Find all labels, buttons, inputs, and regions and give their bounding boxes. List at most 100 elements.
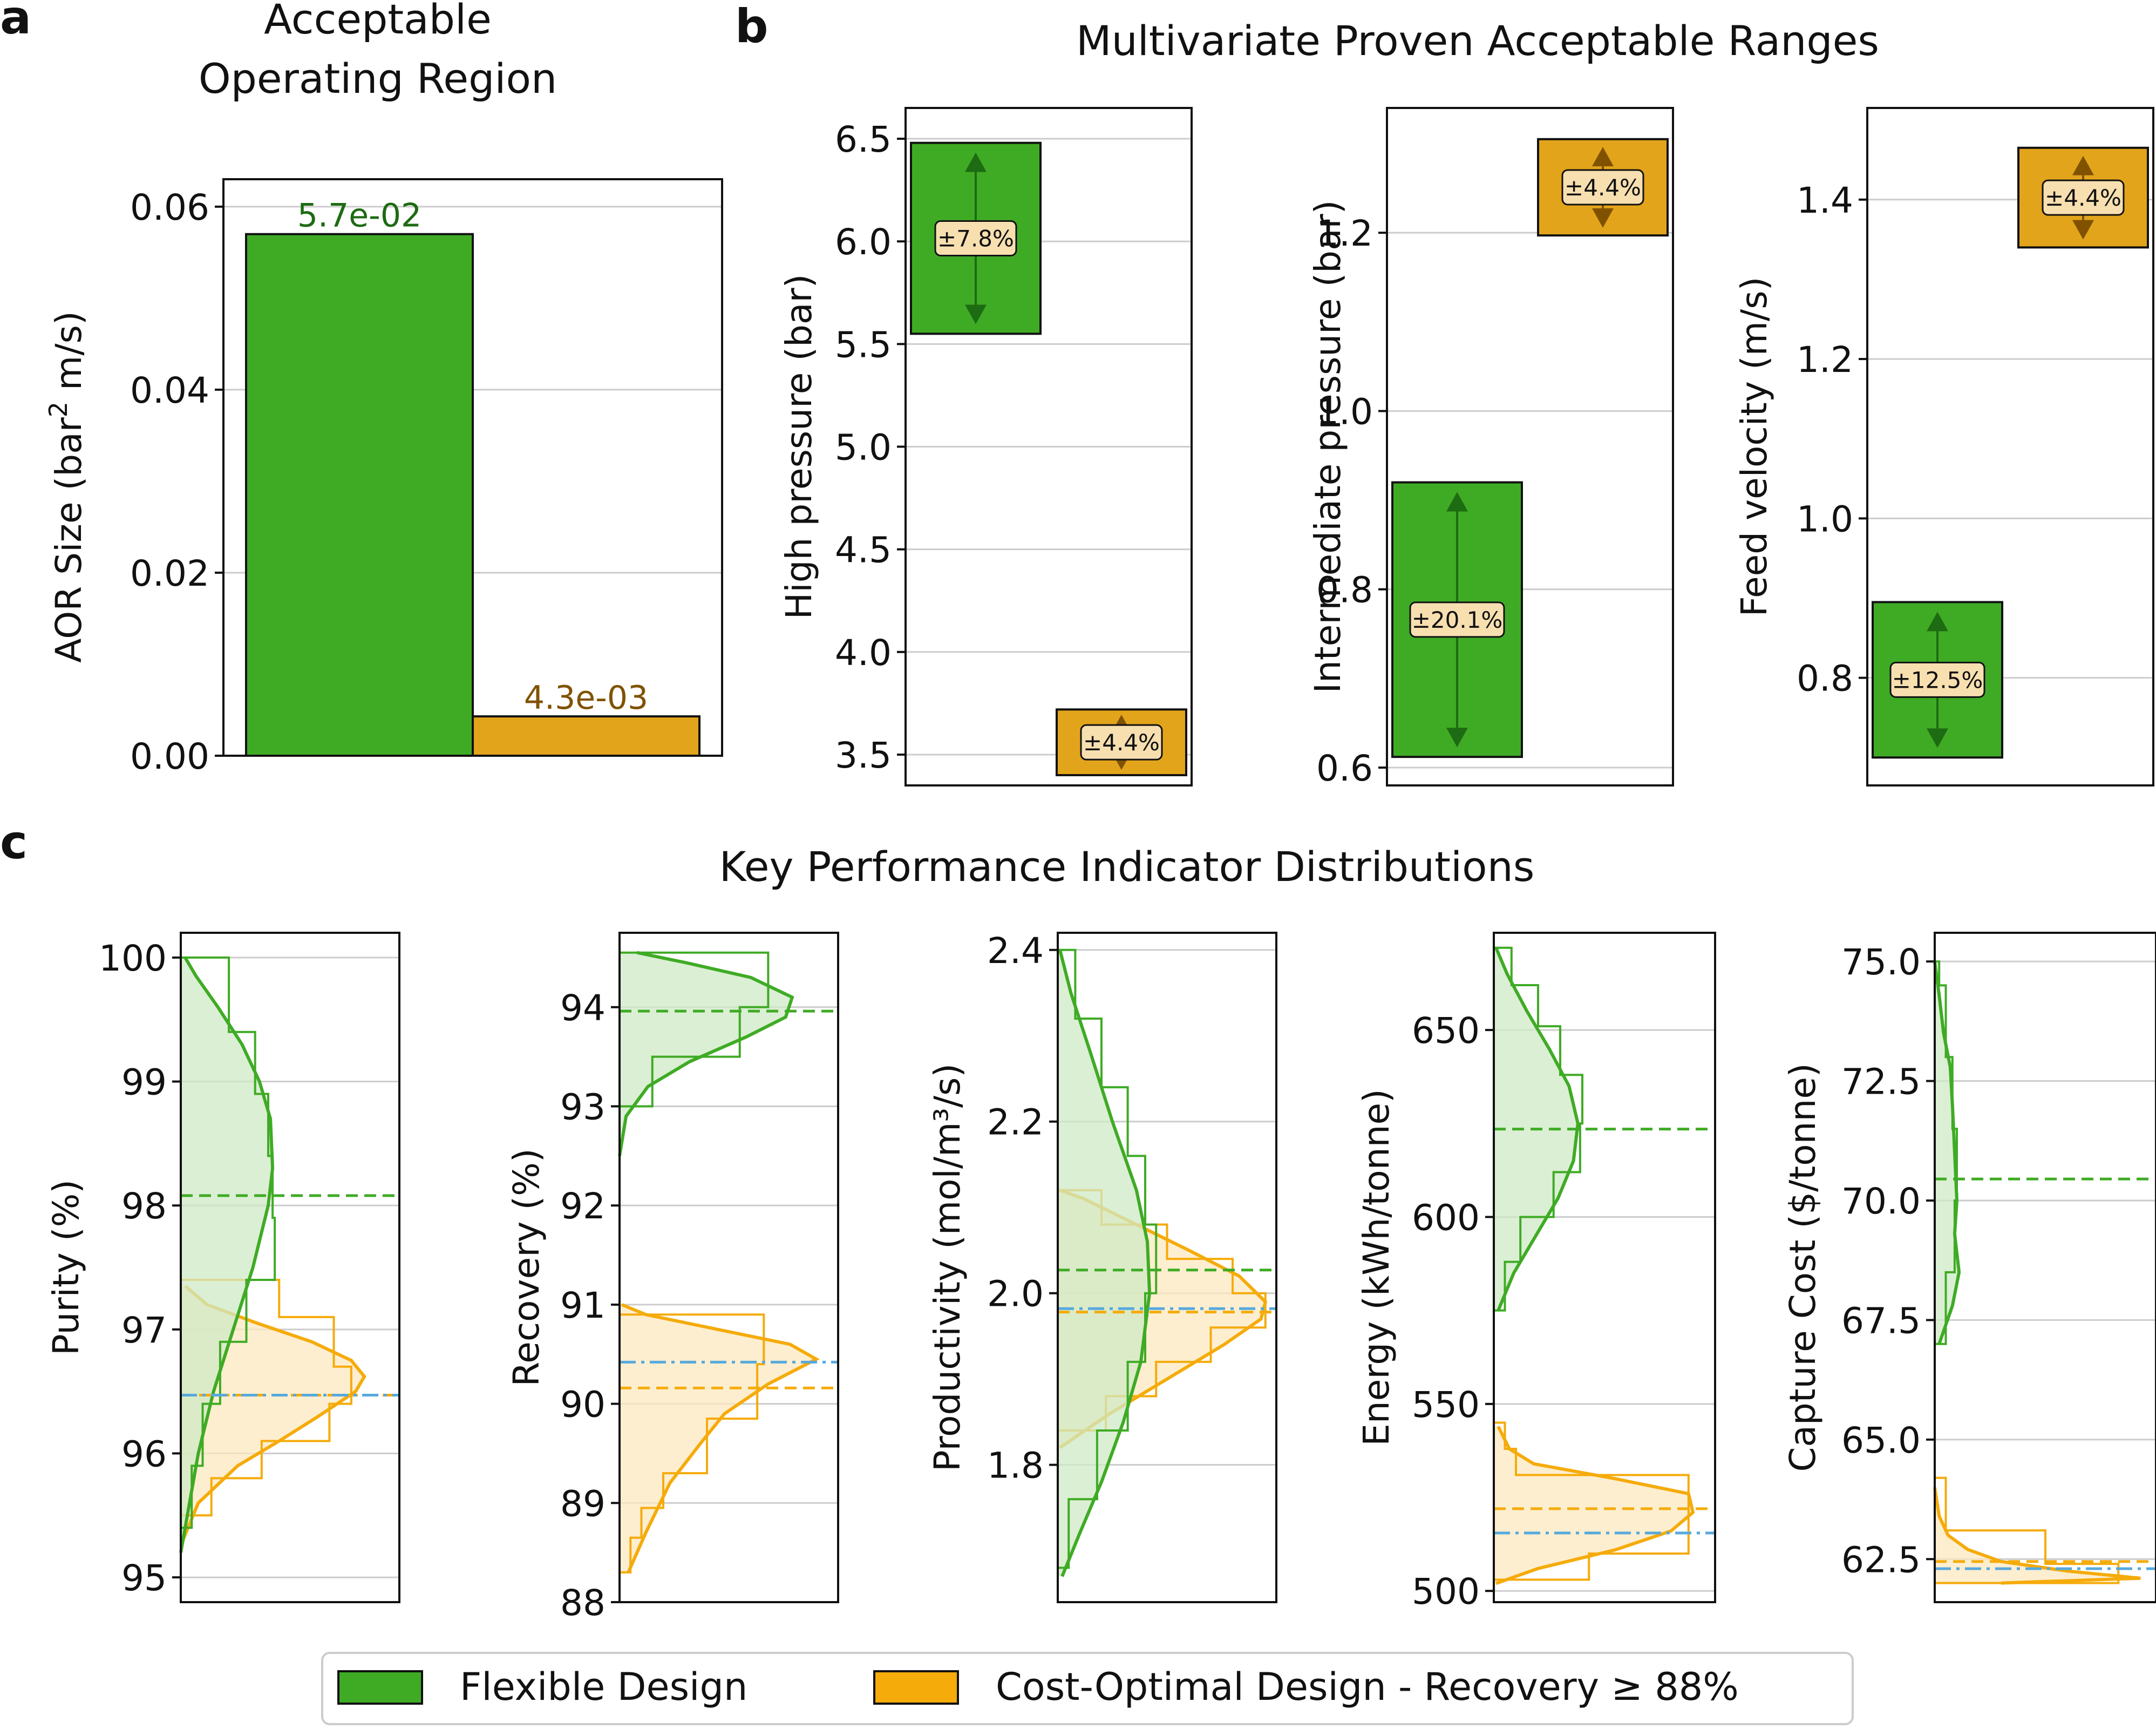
y-tick-label: 0.04 — [130, 370, 209, 411]
y-tick-label: 95 — [121, 1557, 167, 1599]
y-tick-label: 62.5 — [1841, 1539, 1921, 1581]
aor-ylabel: AOR Size (bar2 m/s) — [44, 311, 90, 662]
y-tick-label: 0.06 — [130, 187, 209, 228]
y-tick-label: 94 — [560, 987, 606, 1029]
y-tick-label: 5.5 — [835, 324, 892, 365]
cost-optimal-histogram — [1494, 1421, 1690, 1581]
y-tick-label: 6.0 — [835, 221, 892, 263]
cost-optimal-kde-fill — [620, 1304, 817, 1572]
cost-optimal-label-box — [1080, 724, 1163, 761]
legend-label-cost-optimal: Cost-Optimal Design - Recovery ≥ 88% — [996, 1665, 1739, 1709]
bar-label-cost-optimal: 4.3e-03 — [524, 679, 648, 717]
y-tick-label: 1.2 — [1797, 339, 1853, 381]
y-tick-label: 1.8 — [987, 1445, 1044, 1487]
panel-b-title: Multivariate Proven Acceptable Ranges — [1076, 17, 1879, 65]
legend-label-flexible: Flexible Design — [460, 1665, 747, 1709]
y-tick-label: 2.2 — [987, 1102, 1044, 1143]
y-axis-label: High pressure (bar) — [778, 274, 820, 620]
cost-optimal-kde-line — [1933, 1487, 2141, 1585]
y-tick-label: 5.0 — [835, 427, 892, 469]
kpi-productivity-chart: 1.8 2.0 2.2 2.4 Productivity (mol/m³/s) — [927, 930, 1277, 1603]
y-tick-label: 550 — [1412, 1384, 1480, 1426]
flexible-arrow-head-up — [1927, 612, 1948, 632]
cost-optimal-range-label: ±4.4% — [1565, 174, 1641, 201]
y-axis-label: Intermediate pressure (bar) — [1307, 200, 1349, 694]
y-tick-label: 4.0 — [835, 632, 892, 674]
flexible-label-box — [934, 220, 1017, 256]
y-tick-label: 0.00 — [130, 736, 209, 777]
y-tick-label: 99 — [121, 1062, 167, 1103]
flexible-arrow-head-up — [1446, 492, 1468, 512]
panel-label-b: b — [735, 0, 768, 53]
y-tick-label: 3.5 — [835, 735, 892, 776]
par-high-pressure-chart: 3.5 4.0 4.5 5.0 5.5 6.0 6.5 High pressure (bar)… — [778, 107, 1193, 786]
flexible-label-box — [1889, 661, 1985, 698]
legend-swatch-cost-optimal — [873, 1670, 959, 1705]
y-tick-label: 90 — [560, 1384, 606, 1426]
cost-optimal-label-box — [2042, 179, 2125, 216]
y-tick-label: 500 — [1412, 1571, 1480, 1612]
bar-cost-optimal — [472, 715, 700, 757]
y-tick-label: 0.02 — [130, 553, 209, 594]
flexible-histogram — [1494, 946, 1583, 1312]
legend-frame — [321, 1652, 1854, 1725]
y-axis-label: Capture Cost ($/tonne) — [1782, 1063, 1824, 1472]
y-tick-label: 92 — [560, 1185, 606, 1227]
kpi-energy-chart: 500 550 600 650 Energy (kWh/tonne) — [1356, 932, 1716, 1612]
axes-frame — [222, 178, 723, 757]
y-tick-label: 0.8 — [1797, 658, 1853, 700]
panel-label-c: c — [0, 816, 28, 870]
flexible-arrow-head-down — [1927, 728, 1948, 748]
y-tick-label: 72.5 — [1841, 1061, 1921, 1103]
axes-frame — [904, 107, 1193, 786]
y-tick-label: 1.0 — [1797, 498, 1853, 540]
y-tick-label: 2.4 — [987, 930, 1044, 972]
y-tick-label: 91 — [560, 1285, 606, 1326]
flexible-arrow-head-up — [965, 152, 987, 172]
y-tick-label: 89 — [560, 1483, 606, 1524]
y-tick-label: 0.6 — [1316, 748, 1373, 789]
cost-optimal-arrow-head-up — [2072, 155, 2094, 175]
cost-optimal-arrow-head-up — [1592, 147, 1614, 167]
y-tick-label: 93 — [560, 1086, 606, 1128]
flexible-range-label: ±20.1% — [1412, 607, 1503, 633]
y-tick-label: 100 — [99, 938, 167, 979]
legend: Flexible Design Cost-Optimal Design - Re… — [321, 1652, 1854, 1725]
y-axis-label: Purity (%) — [45, 1179, 87, 1355]
y-axis-label: Feed velocity (m/s) — [1733, 277, 1775, 617]
flexible-range-label: ±12.5% — [1892, 667, 1983, 693]
cost-optimal-kde-line — [181, 1285, 366, 1541]
y-tick-label: 70.0 — [1841, 1181, 1921, 1222]
flexible-kde-line — [179, 957, 275, 1553]
y-tick-label: 67.5 — [1841, 1300, 1921, 1341]
axes-frame — [618, 932, 839, 1603]
axes-frame — [1934, 932, 2156, 1603]
y-tick-label: 88 — [560, 1582, 606, 1624]
y-tick-label: 1.0 — [1316, 391, 1373, 432]
axes-frame — [1493, 932, 1716, 1603]
flexible-kde-fill — [1058, 950, 1150, 1577]
flexible-kde-line — [1494, 947, 1580, 1311]
panel-a-title-line1: Acceptable — [264, 0, 492, 43]
cost-optimal-arrow-head-down — [2072, 220, 2094, 240]
cost-optimal-range-label: ±4.4% — [2045, 185, 2121, 211]
flexible-arrow-head-down — [1446, 728, 1468, 748]
y-tick-label: 1.4 — [1797, 180, 1853, 221]
kpi-capture-cost-chart: 62.5 65.0 67.5 70.0 72.5 75.0 Capture Cost ($/… — [1782, 932, 2156, 1603]
y-tick-label: 4.5 — [835, 530, 892, 571]
y-tick-label: 600 — [1412, 1197, 1480, 1238]
y-tick-label: 0.8 — [1316, 569, 1373, 611]
flexible-kde-fill — [1935, 961, 1960, 1344]
kpi-purity-chart: 95 96 97 98 99 100 Purity (%) — [45, 932, 400, 1603]
legend-swatch-flexible — [337, 1670, 423, 1705]
flexible-kde-line — [1058, 950, 1152, 1577]
y-axis-label: Productivity (mol/m³/s) — [927, 1063, 968, 1472]
aor-bar-chart: 0.00 0.02 0.04 0.06 5.7e-02 4.3e-03 — [130, 178, 723, 777]
axes-frame — [1866, 107, 2154, 786]
cost-optimal-kde-fill — [1494, 1426, 1693, 1584]
y-axis-label: Energy (kWh/tonne) — [1356, 1089, 1397, 1446]
cost-optimal-kde-line — [621, 1303, 820, 1574]
par-feed-velocity-chart: 0.8 1.0 1.2 1.4 Feed velocity (m/s) ±12.5% ±4.… — [1733, 107, 2154, 786]
flexible-histogram — [620, 951, 770, 1108]
